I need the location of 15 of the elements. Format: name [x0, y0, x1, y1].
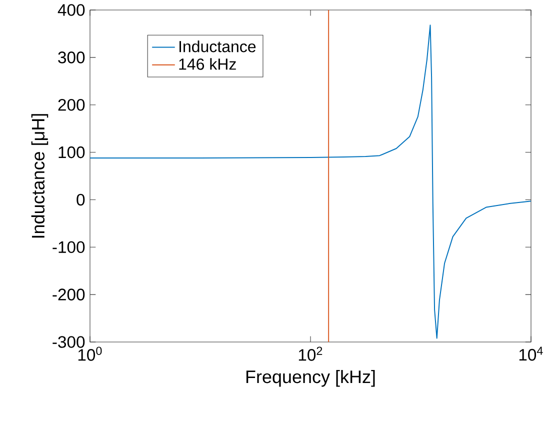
x-tick-label: 10$^{2}$: [298, 346, 322, 361]
y-tick-label: 300: [58, 52, 85, 64]
y-tick-label: 400: [58, 4, 85, 16]
legend-label: Inductance: [180, 40, 256, 52]
x-tick-label: 10$^{4}$: [519, 346, 543, 361]
y-tick-label: -200: [52, 288, 85, 300]
y-tick-label: 0: [76, 194, 85, 206]
y-tick-label: 200: [58, 98, 85, 111]
x-axis-title: Frequency [kHz]: [246, 370, 375, 387]
x-tick-label: 10$^{0}$: [78, 346, 102, 361]
legend-label: 146 kHz: [179, 58, 236, 70]
y-tick-label: -300: [52, 336, 85, 348]
y-tick-label: -100: [52, 241, 85, 254]
y-axis-title: Inductance [μH]: [31, 114, 48, 238]
y-tick-label: 100: [58, 146, 85, 158]
